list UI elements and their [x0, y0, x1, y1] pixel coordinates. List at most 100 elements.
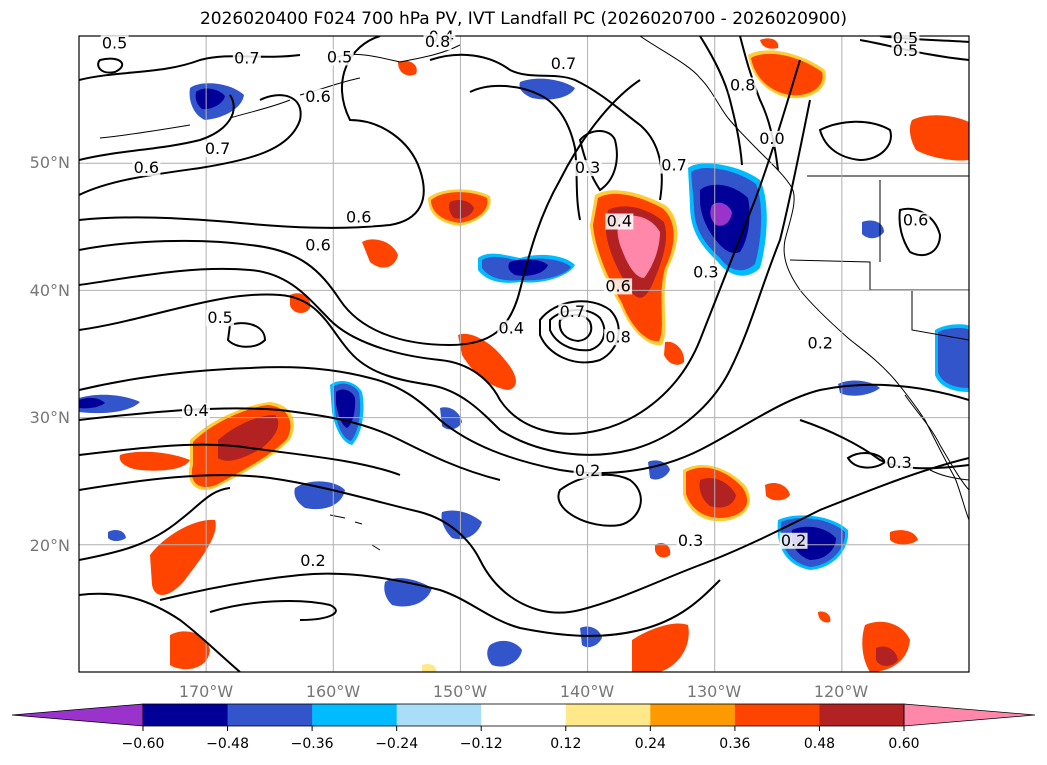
contour-label: 0.3: [575, 158, 600, 177]
pos-patch: [458, 333, 516, 390]
lon-label-150w: 150°W: [433, 682, 488, 701]
pos-patch: [818, 611, 831, 623]
pos-patch: [876, 646, 898, 666]
contour-label: 0.6: [903, 210, 928, 229]
contour-label: 0.3: [678, 531, 703, 550]
colorbar-tick-label: 0.24: [635, 736, 666, 752]
colorbar-arrow-left: [11, 703, 144, 727]
neg-patch: [79, 397, 105, 409]
pos-patch: [170, 631, 210, 670]
lat-label-30n: 30°N: [30, 408, 70, 427]
lon-label-170w: 170°W: [179, 682, 234, 701]
colorbar-tick-label: −0.24: [375, 736, 418, 752]
colorbar-tick-label: −0.60: [122, 736, 165, 752]
contour-label-bg: [691, 264, 720, 281]
contour-label-bg: [298, 553, 327, 570]
contour-label-bg: [100, 35, 129, 52]
contour-label-bg: [423, 34, 452, 51]
contour-label: 0.2: [300, 551, 325, 570]
colorbar-frame: [142, 703, 905, 727]
colorbar: [11, 703, 1036, 727]
lon-label-140w: 140°W: [560, 682, 615, 701]
contour-label-bg: [558, 303, 587, 320]
pos-patch: [398, 60, 417, 76]
contour-label-bg: [325, 49, 354, 66]
contour-label: 0.5: [327, 47, 352, 66]
pos-patch: [751, 53, 823, 96]
contour-label: 0.6: [605, 276, 630, 295]
contour-label-bg: [181, 403, 210, 420]
contour-label-bg: [728, 77, 757, 94]
contour-label-bg: [206, 310, 235, 327]
contour-label: 0.2: [575, 461, 600, 480]
pv-contours: [79, 36, 969, 672]
contour-label: 0.2: [808, 334, 833, 353]
contour-label: 0.5: [893, 28, 918, 47]
lon-label-130w: 130°W: [687, 682, 742, 701]
lat-label-20n: 20°N: [30, 536, 70, 555]
contour-label-bg: [660, 157, 689, 174]
pos-patch: [655, 543, 671, 558]
contour-labels: 0.5 0.4 0.8 0.5 0.6 0.7 0.7 0.6 0.7 0.3 0.7 0.4 0.8 0…: [100, 27, 930, 570]
colorbar-tick-label: −0.36: [291, 736, 334, 752]
neg-patch: [710, 202, 732, 226]
contour-label-bg: [304, 237, 333, 254]
pos-patch: [760, 38, 779, 49]
contour-label: 0.5: [102, 33, 127, 52]
colorbar-segment: [481, 704, 567, 726]
lat-label-40n: 40°N: [30, 281, 70, 300]
pos-patch: [218, 415, 279, 461]
contour-label-bg: [604, 329, 633, 346]
contour-label: 0.7: [234, 49, 259, 68]
lat-label-50n: 50°N: [30, 153, 70, 172]
neg-patch: [108, 530, 126, 541]
contour-label-bg: [605, 213, 634, 230]
neg-patch: [648, 460, 670, 480]
plot-title: 2026020400 F024 700 hPa PV, IVT Landfall…: [199, 9, 847, 29]
contour-label-bg: [891, 30, 920, 47]
lon-label-160w: 160°W: [306, 682, 361, 701]
contour-label-bg: [676, 532, 705, 549]
pos-patch: [119, 451, 190, 471]
neg-patch: [441, 510, 482, 540]
colorbar-tick-label: 0.36: [719, 736, 750, 752]
longitude-labels: 170°W 160°W 150°W 140°W 130°W 120°W: [179, 682, 869, 701]
contour-label: 0.8: [605, 327, 630, 346]
pos-patch: [362, 239, 398, 268]
colorbar-tick-label: −0.12: [460, 736, 503, 752]
colorbar-segment: [227, 704, 313, 726]
colorbar-segment: [734, 704, 820, 726]
neg-patch: [487, 640, 522, 667]
pos-patch: [617, 215, 660, 278]
contour-label-bg: [806, 335, 835, 352]
contour-label-bg: [344, 209, 373, 226]
colorbar-tick-label: 0.12: [550, 736, 581, 752]
latitude-labels: 50°N 40°N 30°N 20°N: [30, 153, 70, 555]
map-area: [79, 36, 969, 672]
contour-label: 0.5: [893, 41, 918, 60]
contour-label: 0.4: [499, 318, 524, 337]
neg-patch: [294, 481, 345, 510]
colorbar-tick-label: 0.60: [888, 736, 919, 752]
contour-label-bg: [891, 43, 920, 60]
colorbar-segment: [396, 704, 482, 726]
neg-patch: [938, 328, 969, 388]
contour-label-bg: [573, 160, 602, 177]
contour-label: 0.3: [886, 453, 911, 472]
contour-label: 0.5: [207, 308, 232, 327]
neg-patch: [508, 259, 548, 276]
pos-patch: [449, 200, 474, 219]
contour-label-bg: [232, 50, 261, 67]
contour-label: 0.6: [305, 236, 330, 255]
map-frame: [78, 35, 970, 673]
contour-label-bg: [757, 130, 786, 147]
pos-patch: [632, 623, 689, 672]
contour-label: 0.3: [693, 262, 718, 281]
contour-label: 0.4: [607, 212, 632, 231]
colorbar-segment: [819, 704, 905, 726]
contour-label-bg: [901, 212, 930, 229]
colorbar-segment: [312, 704, 398, 726]
colorbar-tick-label: −0.48: [206, 736, 249, 752]
contour-label: 0.7: [205, 139, 230, 158]
